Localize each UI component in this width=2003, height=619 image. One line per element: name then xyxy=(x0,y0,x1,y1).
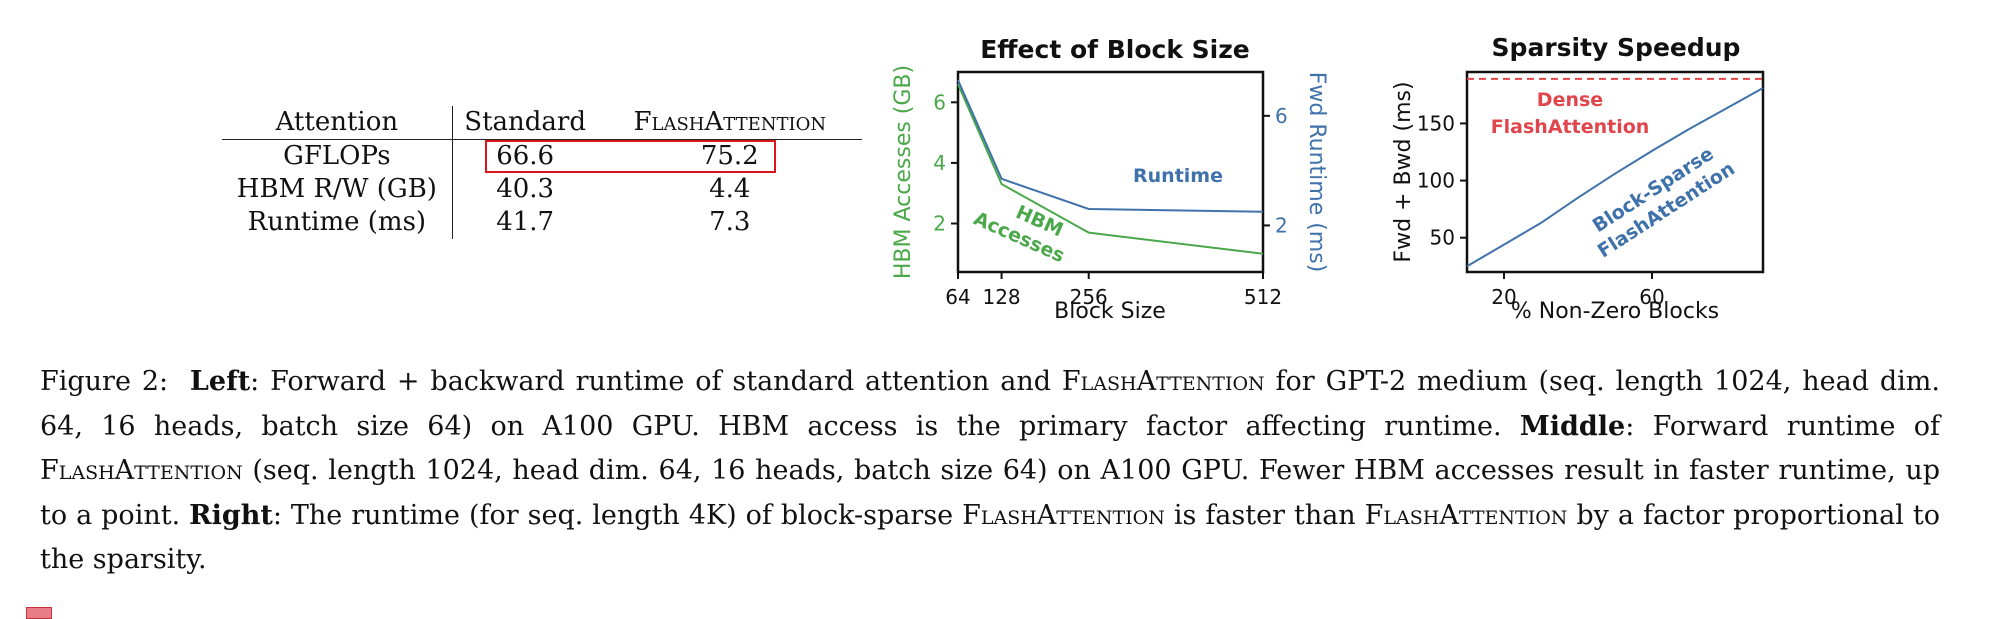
caption-right-label: Right xyxy=(189,499,273,531)
sparsity-speedup-chart: Sparsity Speedup 20 60 50 100 150 Dense Flas… xyxy=(1391,33,1765,324)
series-label-dense-line1: Dense xyxy=(1537,89,1603,111)
x-tick-label: 512 xyxy=(1244,285,1282,309)
caption-middle-text-2: (seq. length 1024, head dim. 64, 16 head… xyxy=(40,455,1940,531)
plot-frame xyxy=(1465,70,1765,274)
y-axis-label: Fwd + Bwd (ms) xyxy=(1391,81,1416,262)
chart-title: Sparsity Speedup xyxy=(1492,33,1741,62)
table-row-label: GFLOPs xyxy=(222,139,453,173)
caption-right-flashattention-1: FlashAttention xyxy=(962,499,1165,531)
x-tick-label: 128 xyxy=(982,285,1020,309)
caption-left-text-2: for GPT-2 medium (seq. length 1024, head… xyxy=(40,366,1940,442)
y-tick-label: 150 xyxy=(1417,111,1455,135)
table-header-row: Attention Standard FlashAttention xyxy=(222,106,862,140)
table-header-cell: FlashAttention xyxy=(597,106,862,140)
tick-group: 64 128 256 512 2 4 6 2 6 xyxy=(933,90,1287,309)
series-label-block-sparse: Block-Sparse FlashAttention xyxy=(1589,143,1739,263)
table-row-label: HBM R/W (GB) xyxy=(222,173,453,206)
plot-frame xyxy=(956,70,1265,274)
x-axis-label: % Non-Zero Blocks xyxy=(1511,299,1719,324)
chart-title: Effect of Block Size xyxy=(980,35,1250,64)
page-corner-marker xyxy=(26,607,52,619)
caption-left-text-1: : Forward + backward runtime of standard… xyxy=(250,366,1062,397)
caption-right-text-2: is faster than xyxy=(1164,499,1365,531)
table-row: HBM R/W (GB) 40.3 4.4 xyxy=(222,173,862,206)
table-row: GFLOPs 66.6 75.2 xyxy=(222,139,862,173)
hbm-accesses-line xyxy=(957,83,1264,255)
block-size-chart: Effect of Block Size 64 128 256 512 2 4 6 2 6 Ru… xyxy=(891,35,1329,324)
table-row: Runtime (ms) 41.7 7.3 xyxy=(222,206,862,239)
table-header-cell: Standard xyxy=(452,106,598,140)
table-cell: 66.6 xyxy=(496,141,555,171)
table-cell: 41.7 xyxy=(496,207,555,237)
series-label-runtime: Runtime xyxy=(1133,165,1223,187)
series-label-dense-line2: FlashAttention xyxy=(1491,116,1650,138)
caption-middle-label: Middle xyxy=(1519,410,1626,442)
series-group xyxy=(1466,77,1764,268)
table-header-cell: Attention xyxy=(222,106,453,140)
block-sparse-flashattention-line xyxy=(1466,87,1764,268)
caption-left-label: Left xyxy=(189,366,251,397)
runtime-line xyxy=(957,79,1264,213)
table-cell: 7.3 xyxy=(709,207,751,237)
caption-left-flashattention: FlashAttention xyxy=(1061,366,1265,397)
tick-group: 20 60 50 100 150 xyxy=(1417,111,1665,309)
series-group xyxy=(957,79,1264,255)
caption-right-text-3: by a factor proportional to the sparsity… xyxy=(40,499,1940,576)
table-cell: 40.3 xyxy=(496,174,555,204)
comparison-table-container: Attention Standard FlashAttention GFLOPs… xyxy=(222,106,862,250)
y-tick-label-right: 2 xyxy=(1275,213,1288,237)
y-axis-label-left: HBM Accesses (GB) xyxy=(891,65,916,279)
y-tick-label: 100 xyxy=(1417,169,1455,193)
gflops-highlight-box xyxy=(485,140,776,173)
x-tick-label: 256 xyxy=(1070,285,1108,309)
caption-right-text-1: : The runtime (for seq. length 4K) of bl… xyxy=(272,499,963,531)
caption-middle-flashattention: FlashAttention xyxy=(40,455,243,486)
y-tick-label-right: 6 xyxy=(1275,104,1288,128)
caption-right-flashattention-2: FlashAttention xyxy=(1364,499,1568,531)
caption-figure-label: Figure 2: xyxy=(40,366,169,397)
caption-middle-text-1: : Forward runtime of xyxy=(1625,410,1940,442)
table-row-label: Runtime (ms) xyxy=(222,206,453,239)
y-tick-label-left: 4 xyxy=(933,151,946,175)
y-tick-label-left: 6 xyxy=(933,90,946,114)
figure-caption: Figure 2: Left: Forward + backward runti… xyxy=(40,360,1940,583)
x-axis-label: Block Size xyxy=(1054,299,1166,324)
y-tick-label: 50 xyxy=(1430,226,1455,250)
x-tick-label: 20 xyxy=(1491,285,1516,309)
x-tick-label: 60 xyxy=(1639,285,1664,309)
y-tick-label-left: 2 xyxy=(933,212,946,236)
table-cell: 75.2 xyxy=(700,141,759,171)
table-cell: 4.4 xyxy=(709,174,751,204)
x-tick-label: 64 xyxy=(945,285,970,309)
y-axis-label-right: Fwd Runtime (ms) xyxy=(1304,72,1329,273)
comparison-table: Attention Standard FlashAttention GFLOPs… xyxy=(222,106,862,239)
